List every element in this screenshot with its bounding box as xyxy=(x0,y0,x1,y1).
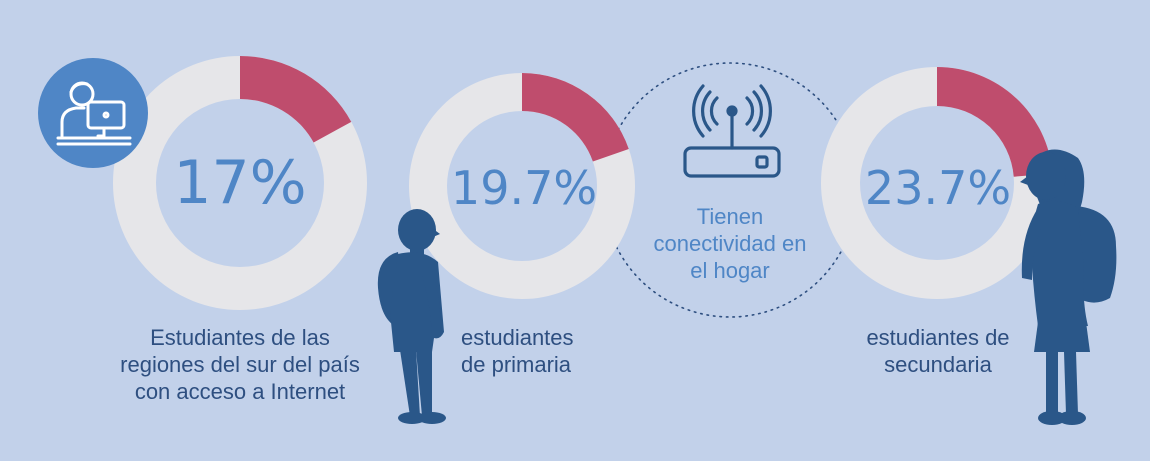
center-caption-line-1: Tienen xyxy=(696,204,764,229)
center-caption-line-3: el hogar xyxy=(690,258,770,283)
caption-secondary-line-2: secundaria xyxy=(884,352,992,377)
donut-slice-south-regions xyxy=(240,56,352,143)
center-caption: Tienen conectividad en el hogar xyxy=(630,203,830,284)
caption-south-regions: Estudiantes de las regiones del sur del … xyxy=(100,324,380,405)
center-caption-line-2: conectividad en xyxy=(653,231,807,256)
student-computer-icon xyxy=(38,58,148,168)
percent-label-south-regions: 17% xyxy=(173,148,307,218)
caption-secondary: estudiantes de secundaria xyxy=(838,324,1038,378)
caption-primary-line-1: estudiantes xyxy=(461,325,574,350)
donut-slice-secondary xyxy=(937,67,1053,177)
percent-label-primary: 19.7% xyxy=(450,161,598,215)
caption-south-regions-line-1: Estudiantes de las xyxy=(150,325,330,350)
caption-south-regions-line-2: regiones del sur del país xyxy=(120,352,360,377)
caption-secondary-line-1: estudiantes de xyxy=(866,325,1010,350)
percent-label-secondary: 23.7% xyxy=(864,161,1012,215)
boy-student-silhouette xyxy=(377,209,446,424)
girl-student-silhouette xyxy=(1020,149,1117,425)
caption-primary: estudiantes de primaria xyxy=(461,324,621,378)
donut-slice-primary xyxy=(522,73,629,162)
wifi-router-icon xyxy=(683,84,781,178)
caption-primary-line-2: de primaria xyxy=(461,352,572,377)
caption-south-regions-line-3: con acceso a Internet xyxy=(134,379,346,404)
